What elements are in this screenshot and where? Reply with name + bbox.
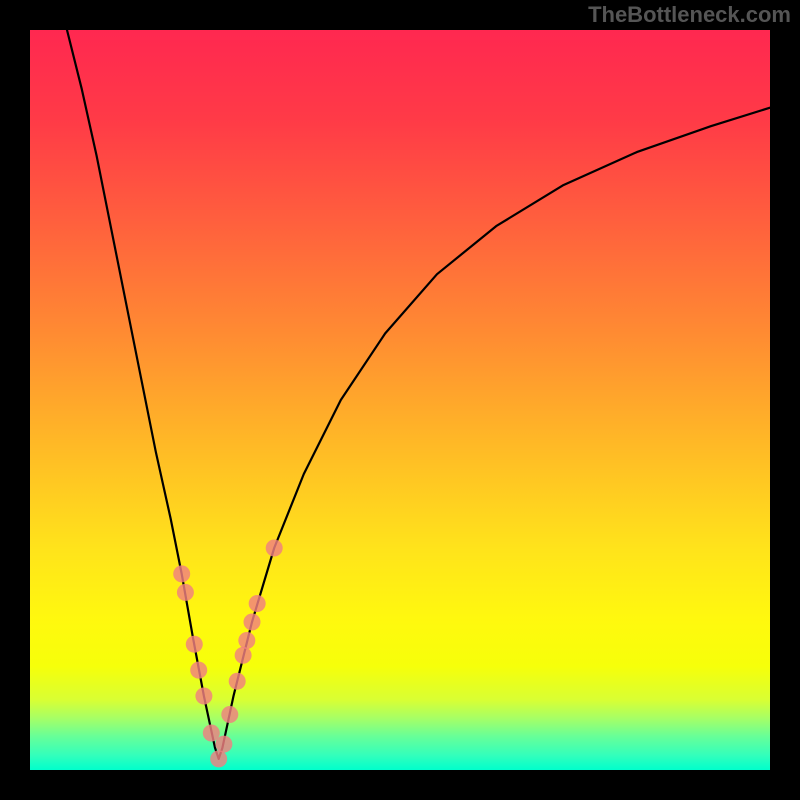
data-marker [173, 565, 190, 582]
data-marker [235, 647, 252, 664]
attribution-text: TheBottleneck.com [588, 2, 791, 28]
chart-plot-background [30, 30, 770, 770]
data-marker [266, 540, 283, 557]
data-marker [186, 636, 203, 653]
chart-container: TheBottleneck.com [0, 0, 800, 800]
data-marker [238, 632, 255, 649]
data-marker [221, 706, 238, 723]
data-marker [210, 750, 227, 767]
data-marker [244, 614, 261, 631]
data-marker [229, 673, 246, 690]
data-marker [177, 584, 194, 601]
bottleneck-chart [0, 0, 800, 800]
data-marker [215, 736, 232, 753]
data-marker [190, 662, 207, 679]
data-marker [249, 595, 266, 612]
data-marker [195, 688, 212, 705]
